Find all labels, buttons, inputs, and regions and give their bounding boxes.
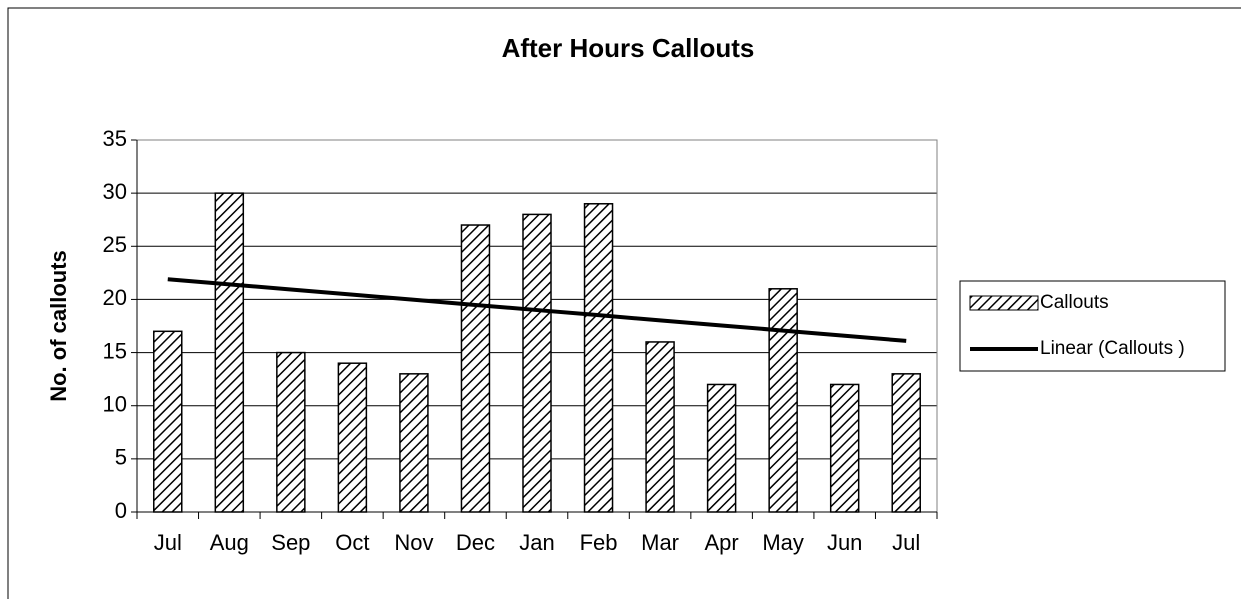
bar [276, 351, 306, 513]
y-tick-label: 30 [103, 179, 127, 204]
bar [768, 288, 798, 513]
x-tick-label: Apr [704, 530, 738, 555]
trend-line [167, 277, 907, 343]
y-tick-label: 15 [103, 338, 127, 363]
bar [583, 203, 614, 513]
x-tick-label: Nov [394, 530, 433, 555]
legend-swatch [969, 295, 1039, 311]
y-tick-label: 0 [115, 498, 127, 523]
x-tick-label: Dec [456, 530, 495, 555]
chart-title: After Hours Callouts [502, 33, 755, 63]
x-tick-label: May [762, 530, 804, 555]
y-tick-label: 20 [103, 285, 127, 310]
x-tick-label: Sep [271, 530, 310, 555]
chart-frame [7, 7, 1241, 599]
x-tick-label: Feb [580, 530, 618, 555]
bar [706, 383, 737, 513]
x-tick-label: Oct [335, 530, 369, 555]
legend-label: Linear (Callouts ) [1040, 338, 1185, 359]
bar [522, 213, 552, 513]
legend-label: Callouts [1040, 292, 1109, 313]
bar [460, 224, 491, 513]
x-tick-label: Mar [641, 530, 679, 555]
x-tick-label: Jul [892, 530, 920, 555]
y-tick-label: 25 [103, 232, 127, 257]
bar [645, 341, 675, 513]
bar [337, 362, 368, 513]
y-tick-label: 35 [103, 126, 127, 151]
bar [214, 192, 245, 513]
bar [829, 383, 860, 513]
legend-box [959, 280, 1226, 372]
y-tick-label: 5 [115, 445, 127, 470]
x-tick-label: Jun [827, 530, 862, 555]
bar [891, 373, 921, 513]
bar [399, 373, 429, 513]
x-tick-label: Jul [154, 530, 182, 555]
x-tick-label: Aug [210, 530, 249, 555]
y-axis-label: No. of callouts [46, 250, 71, 402]
x-tick-label: Jan [519, 530, 554, 555]
bar [153, 330, 183, 513]
y-tick-label: 10 [103, 392, 127, 417]
